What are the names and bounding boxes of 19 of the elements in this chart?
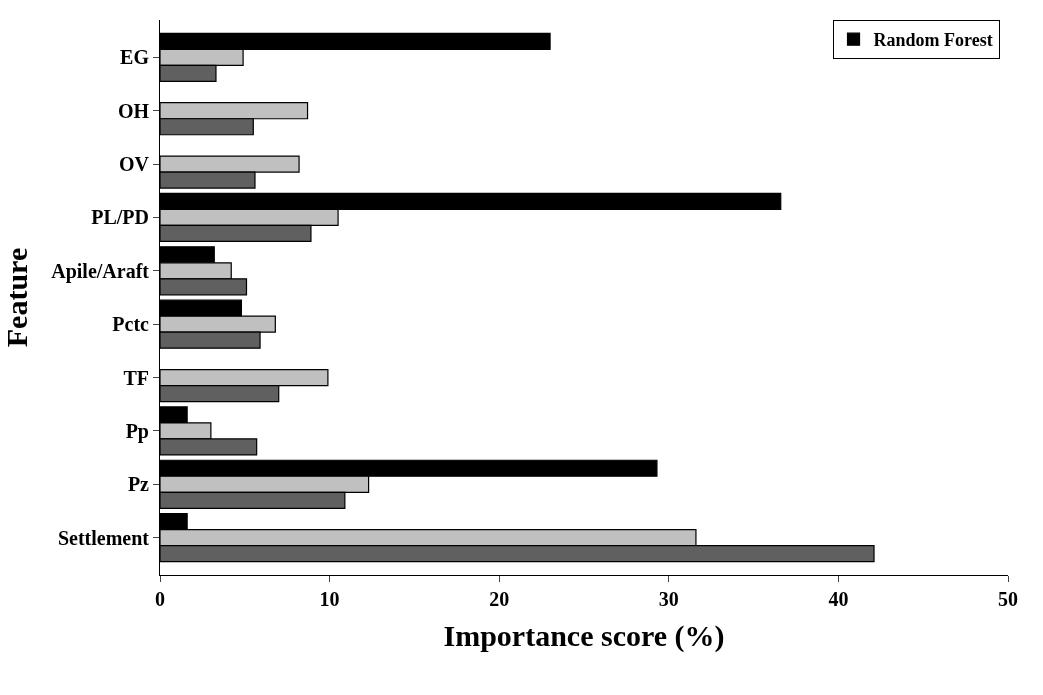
legend-label: Random Forest [873, 30, 993, 51]
y-tick-label: PL/PD [91, 206, 149, 229]
y-tick-label: Apile/Araft [51, 259, 150, 283]
x-tick-label: 0 [155, 588, 165, 610]
y-tick-label: Settlement [57, 526, 150, 549]
x-axis-title: Importance score (%) [443, 618, 725, 653]
y-tick-label: OV [119, 153, 150, 176]
x-tick-label: 40 [828, 588, 849, 610]
y-tick-label: OH [117, 99, 150, 122]
x-tick-label: 10 [319, 588, 340, 610]
x-tick-label: 30 [658, 588, 679, 610]
y-tick-label: EG [120, 46, 150, 69]
x-tick-label: 20 [489, 588, 510, 610]
y-tick-label: TF [123, 366, 149, 389]
y-tick-label: Pp [125, 419, 149, 443]
y-tick-label: Pctc [112, 313, 150, 336]
y-tick-label: Pz [127, 473, 150, 496]
x-tick-label: 50 [998, 588, 1018, 610]
y-axis-title: Feature [0, 247, 33, 348]
